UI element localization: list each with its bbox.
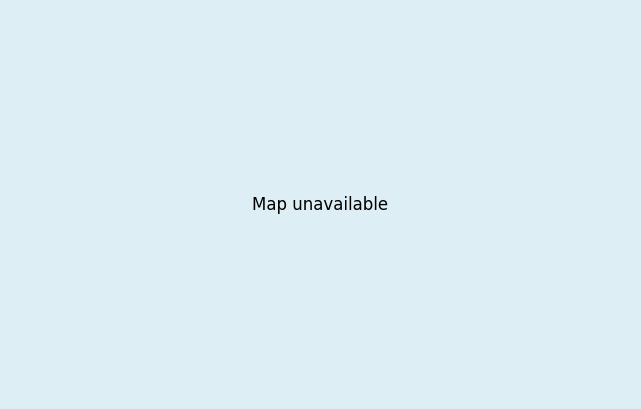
Text: Map unavailable: Map unavailable (253, 196, 388, 213)
